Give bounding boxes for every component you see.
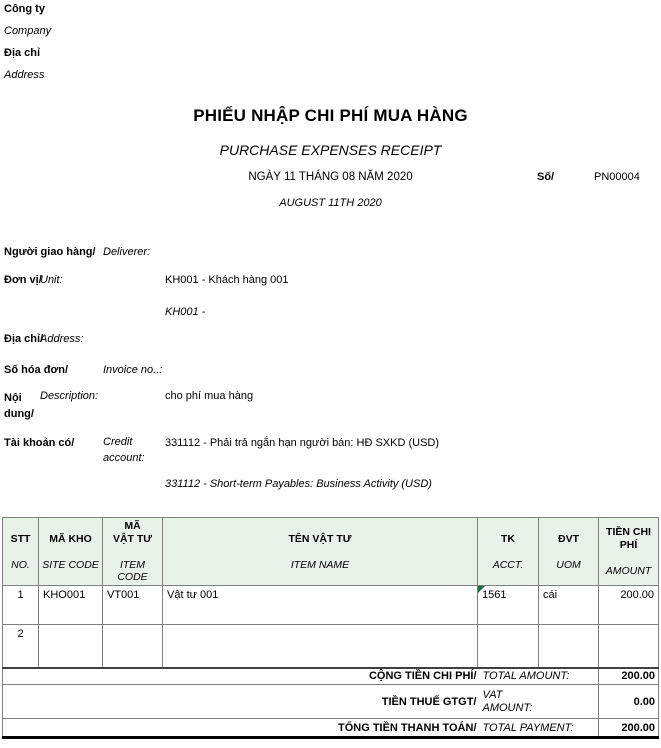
- cell-acct: 1561: [477, 585, 539, 625]
- cell-site-code: KHO001: [38, 585, 103, 625]
- credit-account-label-en: Credit account:: [103, 436, 145, 464]
- description-label-en: Description:: [40, 390, 99, 402]
- total-payment-label-en: TOTAL PAYMENT:: [477, 718, 599, 739]
- cell-amount: 200.00: [598, 585, 659, 625]
- col-header-acct-en: ACCT.: [492, 558, 524, 571]
- unit-value: KH001 - Khách hàng 001: [165, 274, 289, 286]
- line-items-table: STT NO. MÃ KHO SITE CODE MÃ VẬT TƯ ITEM …: [2, 517, 659, 739]
- cell-amount: [598, 624, 659, 669]
- comment-flag-icon: [478, 586, 485, 593]
- total-amount-row: CỘNG TIỀN CHI PHÍ/ TOTAL AMOUNT: 200.00: [2, 667, 659, 685]
- cell-no: 1: [2, 585, 39, 625]
- col-header-item-name: TÊN VẬT TƯ ITEM NAME: [162, 517, 478, 586]
- document-title-en: PURCHASE EXPENSES RECEIPT: [219, 142, 442, 158]
- invoice-no-label-vi: Số hóa đơn/: [4, 364, 69, 376]
- total-amount-label-vi: CỘNG TIỀN CHI PHÍ/: [2, 667, 478, 685]
- col-header-item-code-en: ITEM CODE: [117, 559, 148, 583]
- total-payment-value: 200.00: [598, 718, 659, 739]
- vat-amount-value: 0.00: [598, 684, 659, 719]
- col-header-amount-en: AMOUNT: [605, 565, 652, 577]
- document-date-en: AUGUST 11TH 2020: [279, 197, 382, 209]
- cell-item-code: [102, 624, 163, 669]
- total-payment-row: TỔNG TIỀN THANH TOÁN/ TOTAL PAYMENT: 200…: [2, 718, 659, 739]
- col-header-site-code-vi: MÃ KHO: [49, 532, 92, 545]
- table-header-row: STT NO. MÃ KHO SITE CODE MÃ VẬT TƯ ITEM …: [2, 517, 659, 586]
- invoice-no-label-en: Invoice no..:: [103, 364, 163, 376]
- total-amount-label-en: TOTAL AMOUNT:: [477, 667, 599, 685]
- deliverer-label-en: Deliverer:: [103, 246, 151, 258]
- address-label-en: Address:: [40, 333, 84, 345]
- description-label-vi: Nội dung/: [4, 392, 34, 420]
- cell-uom: [538, 624, 599, 669]
- vat-amount-label-vi: TIỀN THUẾ GTGT/: [2, 684, 478, 719]
- col-header-no: STT NO.: [2, 517, 39, 586]
- unit-label-vi: Đơn vị/: [4, 274, 42, 286]
- credit-account-label-vi: Tài khoản có/: [4, 437, 75, 449]
- document-number-value: PN00004: [594, 171, 640, 183]
- company-label-en: Company: [4, 25, 52, 37]
- document-date-vi: NGÀY 11 THÁNG 08 NĂM 2020: [248, 171, 413, 183]
- document-number-label: Số/: [537, 171, 555, 183]
- col-header-no-en: NO.: [11, 558, 30, 571]
- col-header-uom-en: UOM: [556, 558, 581, 571]
- vat-amount-label-en: VAT AMOUNT:: [477, 684, 599, 719]
- address-label-vi: Địa chỉ/: [4, 333, 44, 345]
- cell-no: 2: [2, 624, 39, 669]
- table-row: 2: [2, 624, 659, 669]
- unit-value-en: KH001 -: [165, 306, 206, 318]
- vat-amount-label-en-text: VAT AMOUNT:: [482, 688, 533, 714]
- cell-item-name: Vật tư 001: [162, 585, 478, 625]
- col-header-acct: TK ACCT.: [477, 517, 539, 586]
- col-header-item-name-vi: TÊN VẬT TƯ: [288, 532, 352, 545]
- total-payment-label-vi: TỔNG TIỀN THANH TOÁN/: [2, 718, 478, 739]
- cell-item-name: [162, 624, 478, 669]
- description-value: cho phí mua hàng: [165, 390, 254, 402]
- vat-amount-row: TIỀN THUẾ GTGT/ VAT AMOUNT: 0.00: [2, 684, 659, 719]
- col-header-amount: TIỀN CHI PHÍ AMOUNT: [598, 517, 659, 586]
- cell-acct: [477, 624, 539, 669]
- col-header-item-code-vi: MÃ VẬT TƯ: [112, 520, 153, 545]
- credit-account-value-en: 331112 - Short-term Payables: Business A…: [165, 478, 432, 490]
- col-header-no-vi: STT: [10, 532, 31, 545]
- document-title-vi: PHIẾU NHẬP CHI PHÍ MUA HÀNG: [193, 106, 468, 125]
- col-header-uom: ĐVT UOM: [538, 517, 599, 586]
- unit-label-en: Unit:: [40, 274, 63, 286]
- col-header-site-code-en: SITE CODE: [42, 558, 99, 571]
- company-address-label-vi: Địa chỉ: [4, 47, 41, 59]
- total-amount-value: 200.00: [598, 667, 659, 685]
- col-header-site-code: MÃ KHO SITE CODE: [38, 517, 103, 586]
- cell-site-code: [38, 624, 103, 669]
- table-row: 1 KHO001 VT001 Vật tư 001 1561 cái 200.0…: [2, 585, 659, 625]
- col-header-amount-vi: TIỀN CHI PHÍ: [606, 526, 651, 551]
- deliverer-label-vi: Người giao hàng/: [4, 246, 96, 258]
- company-label-vi: Công ty: [4, 3, 45, 15]
- col-header-uom-vi: ĐVT: [558, 532, 579, 545]
- cell-item-code: VT001: [102, 585, 163, 625]
- company-address-label-en: Address: [4, 69, 45, 81]
- col-header-item-code: MÃ VẬT TƯ ITEM CODE: [102, 517, 163, 586]
- cell-uom: cái: [538, 585, 599, 625]
- cell-acct-value: 1561: [482, 589, 507, 601]
- col-header-acct-vi: TK: [501, 532, 515, 545]
- col-header-item-name-en: ITEM NAME: [290, 558, 350, 571]
- credit-account-value: 331112 - Phải trả ngắn hạn người bán: HĐ…: [165, 437, 440, 449]
